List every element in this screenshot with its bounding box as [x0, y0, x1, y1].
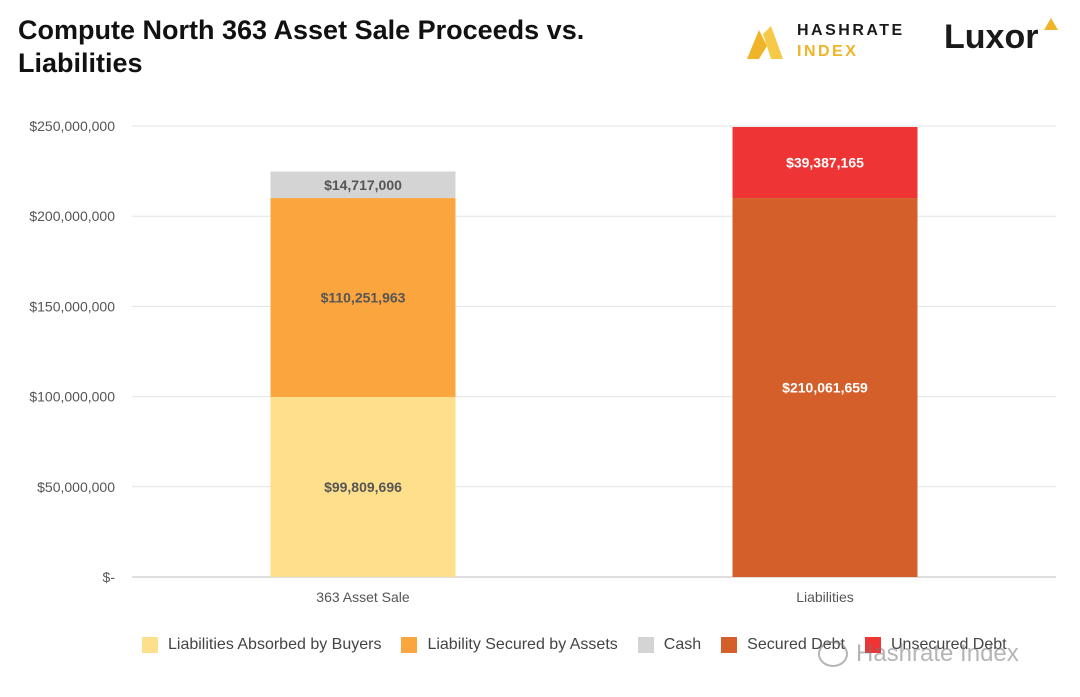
- hashrate-logo-text: HASHRATE: [797, 22, 905, 39]
- legend-label: Cash: [663, 636, 702, 653]
- luxor-logo-text: Luxor: [944, 18, 1039, 56]
- hashrate-index-logo: HASHRATE INDEX: [745, 20, 915, 64]
- stacked-bar-chart: $- $50,000,000 $100,000,000 $150,000,000 $20…: [29, 118, 1056, 605]
- x-tick-label: Liabilities: [796, 589, 854, 605]
- legend-label: Unsecured Debt: [890, 636, 1007, 653]
- data-label: $110,251,963: [321, 289, 406, 305]
- legend-swatch: [721, 637, 738, 653]
- watermark: Hashrate Index: [818, 640, 1019, 668]
- y-tick-label: $100,000,000: [29, 389, 115, 405]
- bar-segment: [270, 198, 456, 397]
- index-logo-text: INDEX: [797, 43, 859, 60]
- y-tick-label: $50,000,000: [37, 479, 115, 495]
- data-label: $210,061,659: [782, 380, 868, 396]
- legend-swatch: [142, 637, 158, 653]
- bar-segment: [732, 198, 918, 577]
- y-tick-label: $-: [103, 569, 116, 585]
- y-tick-label: $250,000,000: [29, 118, 115, 134]
- hashrate-index-logo-icon: [747, 26, 783, 59]
- y-tick-label: $200,000,000: [29, 208, 115, 224]
- legend-swatch: [401, 637, 418, 653]
- bar-segment: [270, 396, 456, 577]
- legend-swatch: [637, 637, 654, 653]
- legend-item: Liabilities Absorbed by Buyers: [142, 636, 381, 654]
- legend-item: Cash: [637, 636, 702, 654]
- y-tick-label: $150,000,000: [29, 298, 115, 314]
- bar-segment: [732, 126, 918, 199]
- legend-item: Unsecured Debt: [864, 636, 1007, 654]
- wechat-icon: [818, 641, 848, 667]
- data-label: $14,717,000: [324, 177, 402, 193]
- bar-segment: [270, 171, 456, 199]
- legend-label: Liability Secured by Assets: [427, 636, 618, 653]
- watermark-text: Hashrate Index: [856, 640, 1019, 667]
- chart-legend: Liabilities Absorbed by Buyers Liability …: [142, 634, 1027, 656]
- x-tick-label: 363 Asset Sale: [316, 589, 410, 605]
- luxor-logo-icon: [1044, 18, 1058, 30]
- legend-item: Liability Secured by Assets: [401, 636, 618, 654]
- data-label: $39,387,165: [786, 155, 864, 171]
- legend-label: Liabilities Absorbed by Buyers: [168, 636, 382, 653]
- data-label: $99,809,696: [324, 479, 402, 495]
- luxor-logo: Luxor: [944, 18, 1064, 62]
- chart-title: Compute North 363 Asset Sale Proceeds vs…: [18, 15, 585, 78]
- legend-swatch: [864, 637, 881, 653]
